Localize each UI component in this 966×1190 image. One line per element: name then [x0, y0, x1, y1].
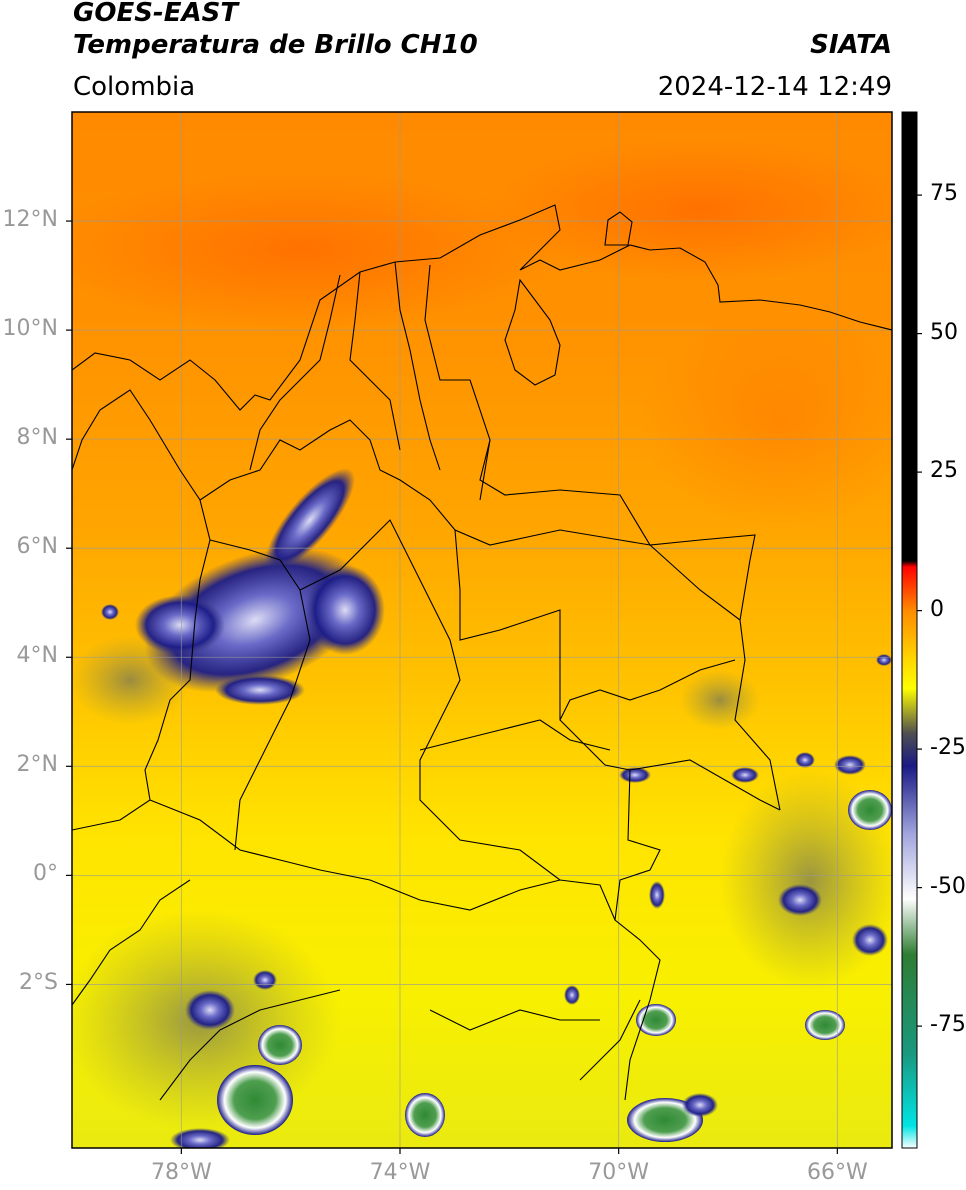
lat-tick-label: 12°N	[2, 207, 58, 233]
colorbar-band	[902, 1053, 917, 1127]
colombia-brazil-border	[559, 659, 781, 811]
lat-tick-label: 2°S	[19, 970, 58, 996]
colorbar-band	[902, 112, 917, 562]
department-borders-2	[209, 539, 311, 851]
maracaibo-lake	[504, 278, 561, 386]
colorbar-band	[902, 566, 917, 612]
colorbar-tick-label: -50	[930, 873, 966, 899]
storm-cells	[101, 604, 892, 1148]
colorbar-band	[902, 560, 917, 567]
ecuador-coast	[72, 879, 191, 1006]
lon-tick-label: 78°W	[150, 1160, 212, 1185]
lat-tick-label: 8°N	[16, 425, 58, 451]
lat-tick-label: 10°N	[2, 316, 58, 342]
department-borders-3	[299, 519, 561, 881]
map-frame	[71, 111, 893, 1149]
colombia-ecuador-border	[149, 799, 616, 921]
colorbar-band	[902, 898, 917, 955]
colorbar-band	[902, 954, 917, 1055]
colorbar-band	[902, 688, 917, 734]
lon-tick-label: 74°W	[369, 1160, 431, 1185]
department-borders-5	[419, 719, 611, 751]
graticule	[72, 112, 892, 1148]
colorbar-band	[902, 832, 917, 900]
paraguana	[604, 211, 633, 246]
peru-internal	[429, 1009, 600, 1031]
satellite-title: GOES-EAST	[73, 0, 239, 28]
lat-tick-label: 2°N	[16, 752, 58, 778]
colorbar-band	[902, 1125, 917, 1149]
colorbar-band	[902, 654, 917, 689]
colorbar-tick-label: -25	[930, 735, 966, 761]
coastlines-borders	[72, 204, 892, 1101]
venezuela-internal-1	[479, 439, 491, 501]
venezuela-internal-2	[649, 544, 741, 621]
region-label: Colombia	[73, 72, 196, 102]
colorbar-frame	[901, 111, 918, 1149]
colombia-venezuela-border	[424, 264, 781, 811]
colorbar-tick-label: -75	[930, 1012, 966, 1038]
colorbar-tick-label: 50	[930, 319, 958, 345]
cloud-region-east	[720, 770, 892, 990]
department-borders-7	[394, 261, 441, 471]
colorbar-tick-label: 25	[930, 458, 958, 484]
organization-label: SIATA	[810, 30, 892, 60]
colorbar-tick-label: 75	[930, 181, 958, 207]
lat-tick-label: 6°N	[16, 534, 58, 560]
southwest-borders	[159, 989, 341, 1101]
lat-tick-label: 4°N	[16, 643, 58, 669]
timestamp-label: 2024-12-14 12:49	[657, 72, 892, 102]
caribbean-coast	[72, 204, 892, 411]
brazil-peru-border	[579, 999, 641, 1081]
colorbar-band	[902, 765, 917, 833]
lat-tick-label: 0°	[33, 861, 58, 887]
department-borders-1	[199, 419, 651, 546]
product-title: Temperatura de Brillo CH10	[73, 30, 478, 60]
lon-tick-label: 66°W	[806, 1160, 868, 1185]
department-borders-8	[349, 271, 401, 451]
colorbar-band	[902, 610, 917, 656]
colorbar-band	[902, 732, 917, 767]
pacific-coast	[72, 389, 211, 831]
department-borders-6	[249, 274, 341, 471]
department-borders-4	[454, 529, 561, 720]
colorbar	[902, 112, 917, 1149]
colorbar-tick-label: 0	[930, 596, 944, 622]
lon-tick-label: 70°W	[588, 1160, 650, 1185]
